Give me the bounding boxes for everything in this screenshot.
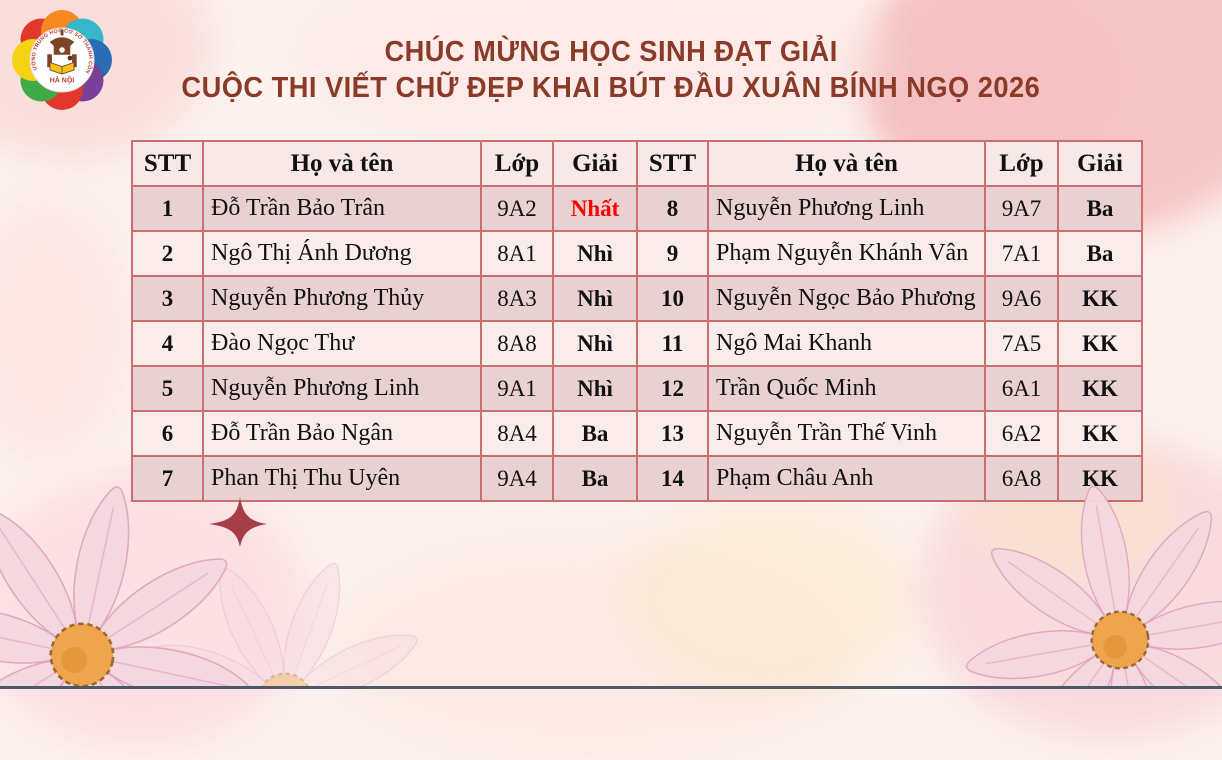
- cell-prize: Ba: [1057, 230, 1143, 277]
- cell-prize: Nhì: [552, 320, 638, 367]
- table-row: 2 Ngô Thị Ánh Dương 8A1 Nhì 9 Phạm Nguyễ…: [131, 230, 1143, 277]
- cell-stt: 1: [131, 185, 204, 232]
- cell-stt: 10: [636, 275, 709, 322]
- table-row: 7 Phan Thị Thu Uyên 9A4 Ba 14 Phạm Châu …: [131, 455, 1143, 502]
- cell-prize: Ba: [552, 455, 638, 502]
- cell-class: 9A1: [480, 365, 554, 412]
- cell-class: 6A2: [984, 410, 1059, 457]
- cell-class: 8A4: [480, 410, 554, 457]
- cell-class: 9A7: [984, 185, 1059, 232]
- cell-class: 8A1: [480, 230, 554, 277]
- header-stt-left: STT: [131, 140, 204, 187]
- cell-prize: Nhì: [552, 365, 638, 412]
- cell-stt: 9: [636, 230, 709, 277]
- awards-table: STT Họ và tên Lớp Giải STT Họ và tên Lớp…: [131, 140, 1143, 502]
- cell-prize: Ba: [552, 410, 638, 457]
- header-class-right: Lớp: [984, 140, 1059, 187]
- header-prize-left: Giải: [552, 140, 638, 187]
- cell-name: Phan Thị Thu Uyên: [202, 455, 482, 502]
- cell-stt: 8: [636, 185, 709, 232]
- cell-stt: 11: [636, 320, 709, 367]
- cell-class: 8A3: [480, 275, 554, 322]
- cell-prize: KK: [1057, 455, 1143, 502]
- cell-class: 9A6: [984, 275, 1059, 322]
- header-class-left: Lớp: [480, 140, 554, 187]
- cell-stt: 7: [131, 455, 204, 502]
- cell-prize: Nhì: [552, 230, 638, 277]
- cell-name: Đỗ Trần Bảo Ngân: [202, 410, 482, 457]
- table-row: 5 Nguyễn Phương Linh 9A1 Nhì 12 Trần Quố…: [131, 365, 1143, 412]
- cell-name: Phạm Châu Anh: [707, 455, 986, 502]
- header-name-left: Họ và tên: [202, 140, 482, 187]
- cell-name: Nguyễn Ngọc Bảo Phương: [707, 275, 986, 322]
- logo-pagoda-icon: [47, 29, 77, 68]
- cell-class: 6A8: [984, 455, 1059, 502]
- title-line-1: CHÚC MỪNG HỌC SINH ĐẠT GIẢI: [384, 36, 838, 68]
- cell-name: Đỗ Trần Bảo Trân: [202, 185, 482, 232]
- bottom-edge-line: [0, 686, 1222, 689]
- title-line-2: CUỘC THI VIẾT CHỮ ĐẸP KHAI BÚT ĐẦU XUÂN …: [181, 72, 1041, 104]
- cell-prize: Nhì: [552, 275, 638, 322]
- cell-name: Nguyễn Trần Thế Vinh: [707, 410, 986, 457]
- cell-stt: 5: [131, 365, 204, 412]
- cell-name: Trần Quốc Minh: [707, 365, 986, 412]
- logo-center-circle: [29, 27, 95, 93]
- cell-stt: 2: [131, 230, 204, 277]
- header-stt-right: STT: [636, 140, 709, 187]
- cell-prize: Nhất: [552, 185, 638, 232]
- cell-name: Đào Ngọc Thư: [202, 320, 482, 367]
- cell-name: Nguyễn Phương Linh: [707, 185, 986, 232]
- header-name-right: Họ và tên: [707, 140, 986, 187]
- cell-name: Nguyễn Phương Thủy: [202, 275, 482, 322]
- cell-stt: 13: [636, 410, 709, 457]
- page-title: CHÚC MỪNG HỌC SINH ĐẠT GIẢI CUỘC THI VIẾ…: [0, 34, 1222, 106]
- cell-stt: 6: [131, 410, 204, 457]
- table-row: 6 Đỗ Trần Bảo Ngân 8A4 Ba 13 Nguyễn Trần…: [131, 410, 1143, 457]
- cell-class: 9A2: [480, 185, 554, 232]
- table-header-row: STT Họ và tên Lớp Giải STT Họ và tên Lớp…: [131, 140, 1143, 187]
- cell-class: 7A1: [984, 230, 1059, 277]
- table-row: 3 Nguyễn Phương Thủy 8A3 Nhì 10 Nguyễn N…: [131, 275, 1143, 322]
- cell-prize: KK: [1057, 320, 1143, 367]
- cell-prize: KK: [1057, 365, 1143, 412]
- cell-class: 7A5: [984, 320, 1059, 367]
- table-row: 4 Đào Ngọc Thư 8A8 Nhì 11 Ngô Mai Khanh …: [131, 320, 1143, 367]
- school-logo: TRƯỜNG TRUNG HỌC CƠ SỞ THÀNH CÔNG HÀ NỘI: [10, 8, 112, 110]
- cell-name: Ngô Mai Khanh: [707, 320, 986, 367]
- cell-class: 9A4: [480, 455, 554, 502]
- watercolor-splash-bottom-left: [0, 470, 310, 750]
- logo-book-icon: [49, 61, 75, 75]
- cell-stt: 3: [131, 275, 204, 322]
- logo-city-text: HÀ NỘI: [50, 76, 75, 85]
- table-row: 1 Đỗ Trần Bảo Trân 9A2 Nhất 8 Nguyễn Phư…: [131, 185, 1143, 232]
- cell-stt: 14: [636, 455, 709, 502]
- cell-prize: KK: [1057, 410, 1143, 457]
- cell-stt: 4: [131, 320, 204, 367]
- cell-name: Phạm Nguyễn Khánh Vân: [707, 230, 986, 277]
- cell-stt: 12: [636, 365, 709, 412]
- cell-name: Ngô Thị Ánh Dương: [202, 230, 482, 277]
- cell-name: Nguyễn Phương Linh: [202, 365, 482, 412]
- watercolor-splash-left: [0, 200, 130, 460]
- cell-prize: Ba: [1057, 185, 1143, 232]
- watercolor-splash-peach: [620, 500, 920, 700]
- cell-class: 8A8: [480, 320, 554, 367]
- cell-class: 6A1: [984, 365, 1059, 412]
- cell-prize: KK: [1057, 275, 1143, 322]
- watercolor-splash-top-center: [300, 0, 900, 150]
- header-prize-right: Giải: [1057, 140, 1143, 187]
